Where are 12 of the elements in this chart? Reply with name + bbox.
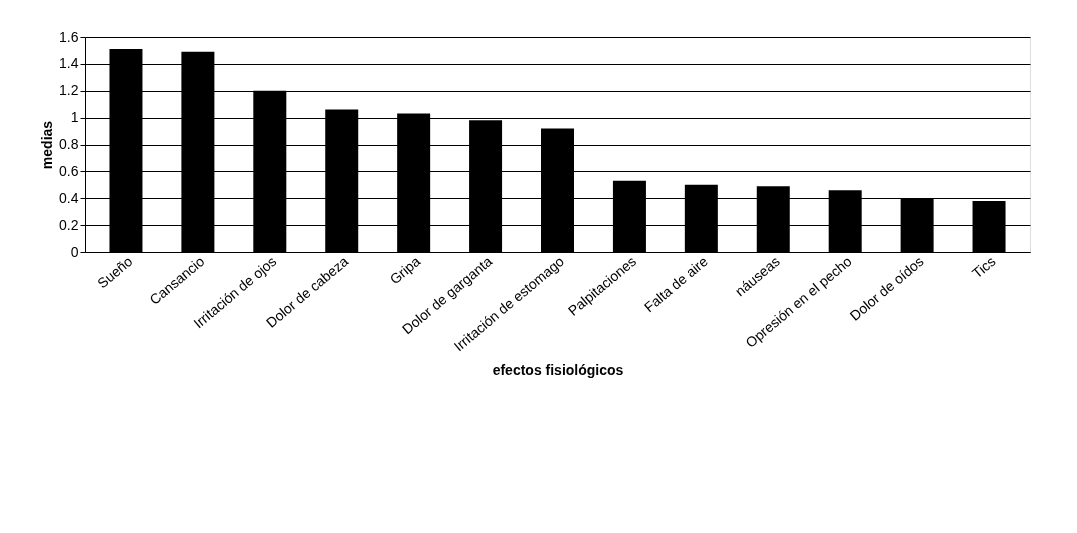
y-tick-label: 1 <box>70 109 79 126</box>
y-tick-label: 1.2 <box>59 82 79 99</box>
y-tick-label: 0.2 <box>59 216 79 233</box>
x-axis-title: efectos fisiológicos <box>492 362 624 379</box>
y-tick-label: 0.8 <box>59 136 79 152</box>
x-tick-label: Tics <box>968 252 999 282</box>
y-tick-label: 1.6 <box>59 28 79 45</box>
y-tick-label: 0.6 <box>59 162 79 179</box>
y-tick-label: 0.4 <box>59 189 79 206</box>
y-axis-title: medias <box>39 120 56 170</box>
y-tick-label: 1.4 <box>59 55 79 72</box>
y-tick-label: 0 <box>70 243 79 260</box>
